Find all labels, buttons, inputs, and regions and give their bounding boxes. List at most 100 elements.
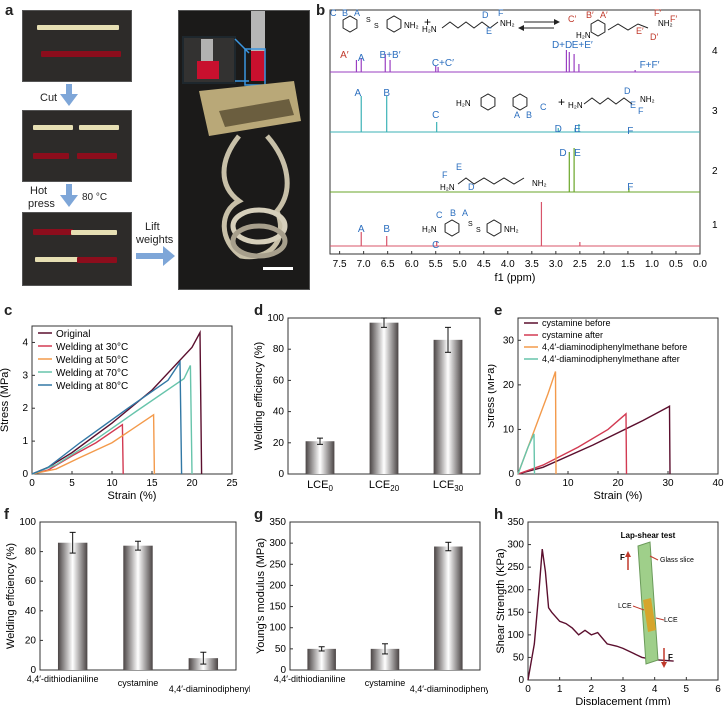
series-line-0 bbox=[527, 548, 674, 681]
nmr-spectra: 7.5 7.0 6.5 6.0 5.5 5.0 4.5 4.0 3.5 3.0 2.5 2.0 1.5 1… bbox=[329, 8, 718, 284]
y-tick-label: 200 bbox=[269, 580, 286, 591]
bar bbox=[123, 545, 153, 670]
x-axis-label: f1 (ppm) bbox=[495, 272, 536, 284]
y-tick-label: 3 bbox=[22, 370, 28, 381]
legend-label: Welding at 50°C bbox=[56, 355, 128, 366]
struct-label: NH₂ bbox=[658, 19, 673, 28]
y-tick-label: 20 bbox=[273, 438, 285, 449]
struct-label: H₂N bbox=[568, 101, 583, 110]
y-tick-label: 350 bbox=[269, 517, 286, 528]
x-tick-label: 5 bbox=[69, 478, 75, 489]
x-tick-label: 0 bbox=[525, 684, 531, 695]
category-label: LCE30 bbox=[433, 479, 464, 493]
lce-overlap bbox=[643, 598, 656, 632]
y-tick-label: 50 bbox=[513, 652, 525, 663]
step-hot: Hot bbox=[30, 185, 48, 197]
x-axis-label: Strain (%) bbox=[108, 490, 157, 502]
struct-label: E bbox=[456, 162, 462, 172]
y-tick-label: 100 bbox=[267, 313, 284, 324]
x-tick-label: 20 bbox=[612, 478, 624, 489]
x-tick-label: 6.5 bbox=[381, 259, 395, 270]
peak-label-2: D bbox=[559, 148, 566, 159]
benzene-ring bbox=[512, 93, 528, 111]
y-tick-label: 150 bbox=[269, 602, 286, 613]
glass-pointer bbox=[649, 555, 659, 561]
struct-label: D′ bbox=[650, 32, 658, 42]
category-label: LCE20 bbox=[369, 479, 400, 493]
x-tick-label: 0 bbox=[515, 478, 521, 489]
y-tick-label: 150 bbox=[507, 607, 524, 618]
struct-label: D bbox=[482, 10, 489, 20]
lce-pointer-right bbox=[655, 617, 665, 621]
x-tick-label: 5 bbox=[684, 684, 690, 695]
x-tick-label: 6 bbox=[715, 684, 721, 695]
x-tick-label: 7.5 bbox=[333, 259, 347, 270]
struct-label: H₂N bbox=[440, 183, 455, 192]
panel-label-c: c bbox=[4, 302, 13, 319]
benzene-ring bbox=[590, 19, 606, 37]
x-tick-label: 2.0 bbox=[597, 259, 611, 270]
category-label: 4,4′-diaminodiphenylmethane bbox=[410, 684, 488, 694]
chart-d: 0 20 40 60 80 100 Welding efficiency (%) LCE0 LC… bbox=[253, 313, 481, 493]
inset-title: Lap-shear test bbox=[621, 531, 676, 540]
struct-label: A bbox=[354, 8, 360, 18]
peak-label-1: A bbox=[358, 224, 365, 235]
force-label: F bbox=[668, 653, 673, 662]
peak-label-4: E+E′ bbox=[572, 40, 593, 51]
category-label: cystamine bbox=[365, 678, 406, 688]
y-tick-label: 10 bbox=[503, 424, 515, 435]
peak-label-3: F bbox=[627, 126, 633, 137]
benzene-ring bbox=[342, 15, 358, 33]
series-line-4 bbox=[31, 359, 183, 475]
photo-original-strips bbox=[22, 10, 132, 82]
x-tick-label: 1 bbox=[557, 684, 563, 695]
photo-lift-weights bbox=[178, 10, 310, 290]
force-label: F bbox=[620, 553, 625, 562]
x-tick-label: 30 bbox=[662, 478, 674, 489]
bar bbox=[305, 441, 335, 474]
cystamine-chain bbox=[457, 177, 525, 185]
peak-label-4: C+C′ bbox=[432, 58, 454, 69]
x-tick-label: 5.0 bbox=[453, 259, 467, 270]
x-tick-label: 1.5 bbox=[621, 259, 635, 270]
struct-label: B′ bbox=[586, 10, 594, 20]
y-axis-label: Welding efficiency (%) bbox=[253, 342, 265, 450]
category-label: LCE0 bbox=[307, 479, 333, 493]
legend-label: 4,4′-diaminodiphenylmethane after bbox=[542, 354, 680, 364]
y-tick-label: 300 bbox=[507, 540, 524, 551]
arrow-right-lift-head bbox=[163, 246, 175, 266]
category-label: 4,4′-dithiodianiline bbox=[274, 674, 346, 684]
series-line-2 bbox=[31, 413, 156, 475]
plot-frame bbox=[527, 521, 719, 681]
struct-label: H₂N bbox=[576, 31, 591, 40]
y-tick-label: 100 bbox=[507, 630, 524, 641]
chart-f: 0 20 40 60 80 100 Welding effciency (%) 4,4′-di… bbox=[5, 517, 250, 694]
struct-label: NH₂ bbox=[640, 95, 655, 104]
bar bbox=[433, 339, 463, 474]
benzene-ring bbox=[480, 93, 496, 111]
x-tick-label: 10 bbox=[106, 478, 118, 489]
series-line-3 bbox=[517, 433, 536, 475]
struct-label: D bbox=[468, 182, 475, 192]
bar bbox=[369, 322, 399, 474]
x-tick-label: 20 bbox=[186, 478, 198, 489]
series-line-0 bbox=[31, 329, 203, 475]
legend-label: Welding at 70°C bbox=[56, 368, 128, 379]
benzene-ring bbox=[486, 219, 502, 237]
trace-number: 3 bbox=[712, 106, 718, 117]
peak-label-3: D bbox=[555, 124, 562, 135]
y-axis-label: Stress (MPa) bbox=[0, 368, 11, 432]
y-tick-label: 4 bbox=[22, 337, 28, 348]
y-tick-label: 300 bbox=[269, 538, 286, 549]
arrow-down-2-head bbox=[60, 195, 78, 207]
struct-label: B bbox=[526, 110, 532, 120]
y-tick-label: 0 bbox=[508, 469, 514, 480]
y-tick-label: 1 bbox=[22, 436, 28, 447]
y-tick-label: 0 bbox=[280, 665, 286, 676]
struct-label: NH₂ bbox=[500, 19, 515, 28]
struct-label: F bbox=[498, 8, 504, 18]
arrow-right-lift bbox=[136, 253, 164, 259]
plus-sign: + bbox=[558, 95, 565, 109]
chart-c: 0 5 10 15 20 25 0 1 2 3 4 Strain (%) Stress (MPa) Ori… bbox=[0, 325, 238, 502]
